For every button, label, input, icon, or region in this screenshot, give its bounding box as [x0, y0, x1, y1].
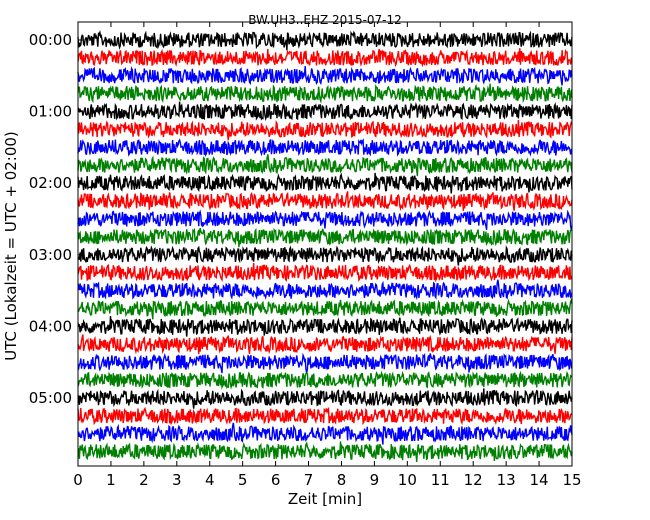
y-tick-label-0: 00:00 [29, 31, 72, 49]
trace-row-19 [77, 370, 573, 390]
y-tick-label-2: 02:00 [29, 174, 72, 192]
x-tick-label-3: 3 [172, 471, 182, 489]
x-tick-label-2: 2 [139, 471, 149, 489]
trace-row-22 [77, 422, 573, 445]
x-tick-label-5: 5 [238, 471, 248, 489]
x-tick-label-15: 15 [562, 471, 581, 489]
x-tick-label-10: 10 [398, 471, 417, 489]
x-tick-label-1: 1 [106, 471, 116, 489]
seismic-traces [77, 29, 573, 462]
x-tick-label-14: 14 [530, 471, 549, 489]
trace-row-23 [77, 441, 573, 462]
x-tick-label-6: 6 [271, 471, 281, 489]
trace-row-15 [77, 297, 573, 320]
trace-row-2 [77, 66, 573, 86]
y-axis-label: UTC (Lokalzeit = UTC + 02:00) [2, 131, 20, 361]
x-tick-label-7: 7 [304, 471, 314, 489]
trace-row-6 [77, 138, 573, 158]
trace-row-5 [77, 119, 573, 141]
trace-row-1 [77, 48, 573, 68]
chart-title: BW.UH3..EHZ 2015-07-12 [248, 13, 402, 27]
trace-row-0 [77, 29, 573, 51]
x-tick-label-4: 4 [205, 471, 215, 489]
trace-row-17 [77, 334, 573, 355]
x-tick-label-13: 13 [497, 471, 516, 489]
trace-row-12 [77, 245, 573, 266]
trace-row-3 [77, 83, 573, 104]
x-tick-label-12: 12 [464, 471, 483, 489]
trace-row-20 [77, 388, 573, 409]
y-ticks: 00:00 01:00 02:00 03:00 04:00 05:00 [29, 31, 83, 407]
trace-row-10 [77, 209, 573, 231]
trace-row-4 [77, 101, 573, 122]
x-ticks: 0 1 2 3 4 5 6 7 8 9 10 11 12 13 14 15 [73, 22, 582, 489]
trace-row-8 [77, 172, 573, 194]
trace-row-16 [77, 316, 573, 337]
trace-row-14 [77, 279, 573, 301]
trace-row-13 [77, 263, 573, 283]
x-tick-label-8: 8 [337, 471, 347, 489]
y-tick-label-1: 01:00 [29, 103, 72, 121]
x-tick-label-0: 0 [73, 471, 83, 489]
y-tick-label-4: 04:00 [29, 317, 72, 335]
plot-frame [77, 21, 573, 467]
y-tick-label-3: 03:00 [29, 246, 72, 264]
trace-row-18 [77, 352, 573, 374]
trace-row-7 [77, 154, 573, 177]
trace-row-9 [77, 191, 573, 212]
trace-row-11 [77, 227, 573, 248]
x-tick-label-11: 11 [431, 471, 450, 489]
y-tick-label-5: 05:00 [29, 389, 72, 407]
x-axis-label: Zeit [min] [288, 490, 362, 508]
trace-row-21 [77, 406, 573, 426]
x-tick-label-9: 9 [370, 471, 380, 489]
